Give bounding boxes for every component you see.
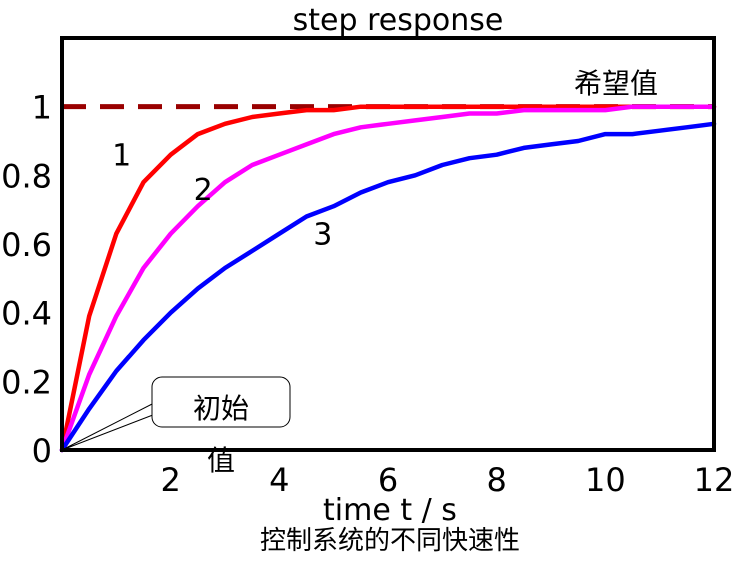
chart-title: step response xyxy=(293,3,504,38)
y-tick-label: 0.6 xyxy=(1,226,52,264)
x-tick-label: 10 xyxy=(585,461,626,499)
annotation-text-line1: 初始 xyxy=(193,392,249,425)
y-tick-label: 0.4 xyxy=(1,295,52,333)
reference-line-label: 希望值 xyxy=(574,67,658,100)
x-tick-label: 8 xyxy=(486,461,506,499)
series-line-2 xyxy=(59,104,717,453)
y-tick-label: 1 xyxy=(32,89,52,127)
series-label-2: 2 xyxy=(194,173,213,208)
series-line-1 xyxy=(59,104,717,453)
series-label-1: 1 xyxy=(112,139,131,174)
series-label-3: 3 xyxy=(313,218,332,253)
x-tick-label: 4 xyxy=(269,461,289,499)
y-tick-label: 0 xyxy=(32,432,52,470)
y-tick-label: 0.2 xyxy=(1,363,52,401)
figure-caption: 控制系统的不同快速性 xyxy=(260,526,520,556)
y-tick-label: 0.8 xyxy=(1,157,52,195)
plot-frame xyxy=(60,36,716,452)
x-tick-label: 2 xyxy=(160,461,180,499)
axes: 00.20.40.60.812 4 6 8 10 12 xyxy=(1,36,735,499)
x-tick-label: 6 xyxy=(378,461,398,499)
series-line-3 xyxy=(59,121,717,453)
annotation-box xyxy=(151,376,291,428)
x-tick-label: 12 xyxy=(694,461,735,499)
x-axis-label: time t / s xyxy=(323,493,457,528)
